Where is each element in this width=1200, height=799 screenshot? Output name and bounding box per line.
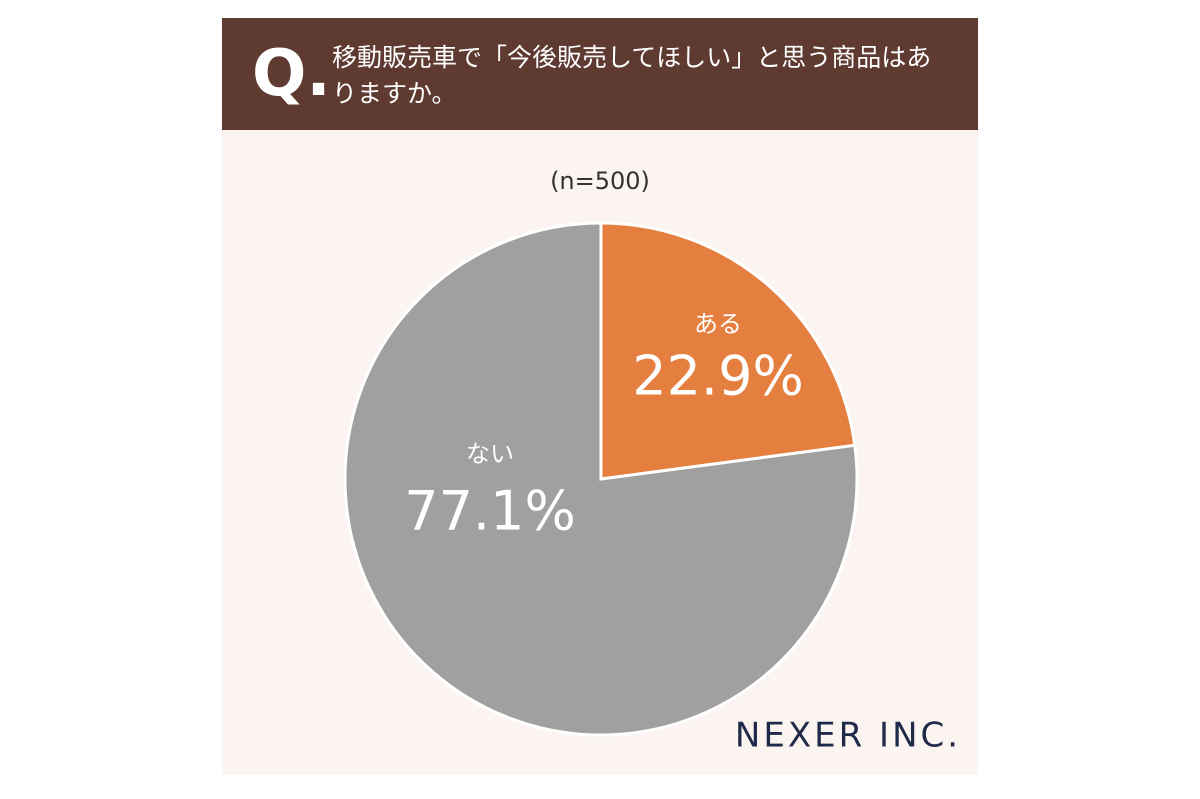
pie-slice bbox=[343, 221, 859, 737]
value-label: 22.9% bbox=[632, 345, 804, 408]
logo: NEXER INC. bbox=[735, 716, 961, 756]
slice-label: ない bbox=[466, 440, 514, 468]
header: Q. 移動販売車で「今後販売してほしい」と思う商品はありますか。 bbox=[222, 18, 978, 130]
pie-slice bbox=[599, 221, 857, 481]
slice-label: ある bbox=[694, 310, 742, 338]
chart-title: 移動販売車で「今後販売してほしい」と思う商品はありますか。 bbox=[332, 43, 932, 108]
value-label: 77.1% bbox=[404, 480, 576, 543]
chart-subtitle: (n=500) bbox=[550, 167, 650, 195]
header-mark: Q. bbox=[252, 37, 331, 111]
